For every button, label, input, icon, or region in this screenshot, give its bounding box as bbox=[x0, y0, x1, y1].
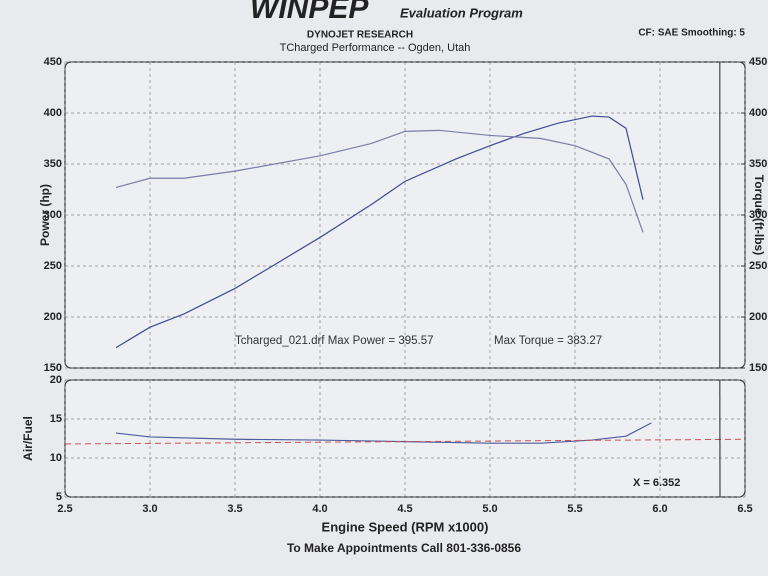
series-line bbox=[115, 115, 644, 349]
y2-tick-label: 150 bbox=[749, 362, 767, 374]
x-tick-label: 2.5 bbox=[57, 503, 72, 515]
y-tick-label: 150 bbox=[44, 362, 62, 374]
y2-tick-label: 300 bbox=[749, 209, 767, 221]
y-tick-label: 400 bbox=[44, 107, 62, 119]
series-line bbox=[115, 129, 644, 233]
company: DYNOJET RESEARCH bbox=[307, 30, 413, 41]
y-axis-label: Power (hp) bbox=[38, 184, 52, 246]
y-axis-label: Air/Fuel bbox=[21, 416, 35, 461]
y-tick-label: 300 bbox=[44, 209, 62, 221]
y-tick-label: 350 bbox=[44, 158, 62, 170]
x-tick-label: 4.5 bbox=[397, 503, 412, 515]
y2-axis-label: Torque (ft-lbs) bbox=[752, 175, 766, 255]
series-line bbox=[64, 438, 746, 445]
y2-tick-label: 350 bbox=[749, 158, 767, 170]
y-tick-label: 450 bbox=[44, 56, 62, 68]
x-tick-label: 3.5 bbox=[227, 503, 242, 515]
annotation: Max Torque = 383.27 bbox=[494, 335, 602, 347]
y-tick-label: 5 bbox=[56, 491, 62, 503]
x-tick-label: 5.5 bbox=[567, 503, 582, 515]
y-tick-label: 250 bbox=[44, 260, 62, 272]
program: Evaluation Program bbox=[400, 5, 523, 20]
annotation: X = 6.352 bbox=[633, 477, 680, 489]
series-line bbox=[115, 422, 652, 444]
x-tick-label: 4.0 bbox=[312, 503, 327, 515]
x-tick-label: 6.5 bbox=[737, 503, 752, 515]
y-tick-label: 200 bbox=[44, 311, 62, 323]
annotation: Tcharged_021.drf Max Power = 395.57 bbox=[235, 335, 434, 347]
brand: WINPEP bbox=[250, 0, 369, 25]
y2-tick-label: 250 bbox=[749, 260, 767, 272]
footer: To Make Appointments Call 801-336-0856 bbox=[287, 541, 521, 555]
shop: TCharged Performance -- Ogden, Utah bbox=[280, 42, 471, 54]
y2-tick-label: 200 bbox=[749, 311, 767, 323]
x-tick-label: 6.0 bbox=[652, 503, 667, 515]
x-tick-label: 3.0 bbox=[142, 503, 157, 515]
x-tick-label: 5.0 bbox=[482, 503, 497, 515]
settings: CF: SAE Smoothing: 5 bbox=[638, 28, 745, 39]
y-tick-label: 15 bbox=[50, 413, 62, 425]
y-tick-label: 10 bbox=[50, 452, 62, 464]
y2-tick-label: 400 bbox=[749, 107, 767, 119]
x-axis-label: Engine Speed (RPM x1000) bbox=[322, 519, 489, 534]
y2-tick-label: 450 bbox=[749, 56, 767, 68]
y-tick-label: 20 bbox=[50, 374, 62, 386]
